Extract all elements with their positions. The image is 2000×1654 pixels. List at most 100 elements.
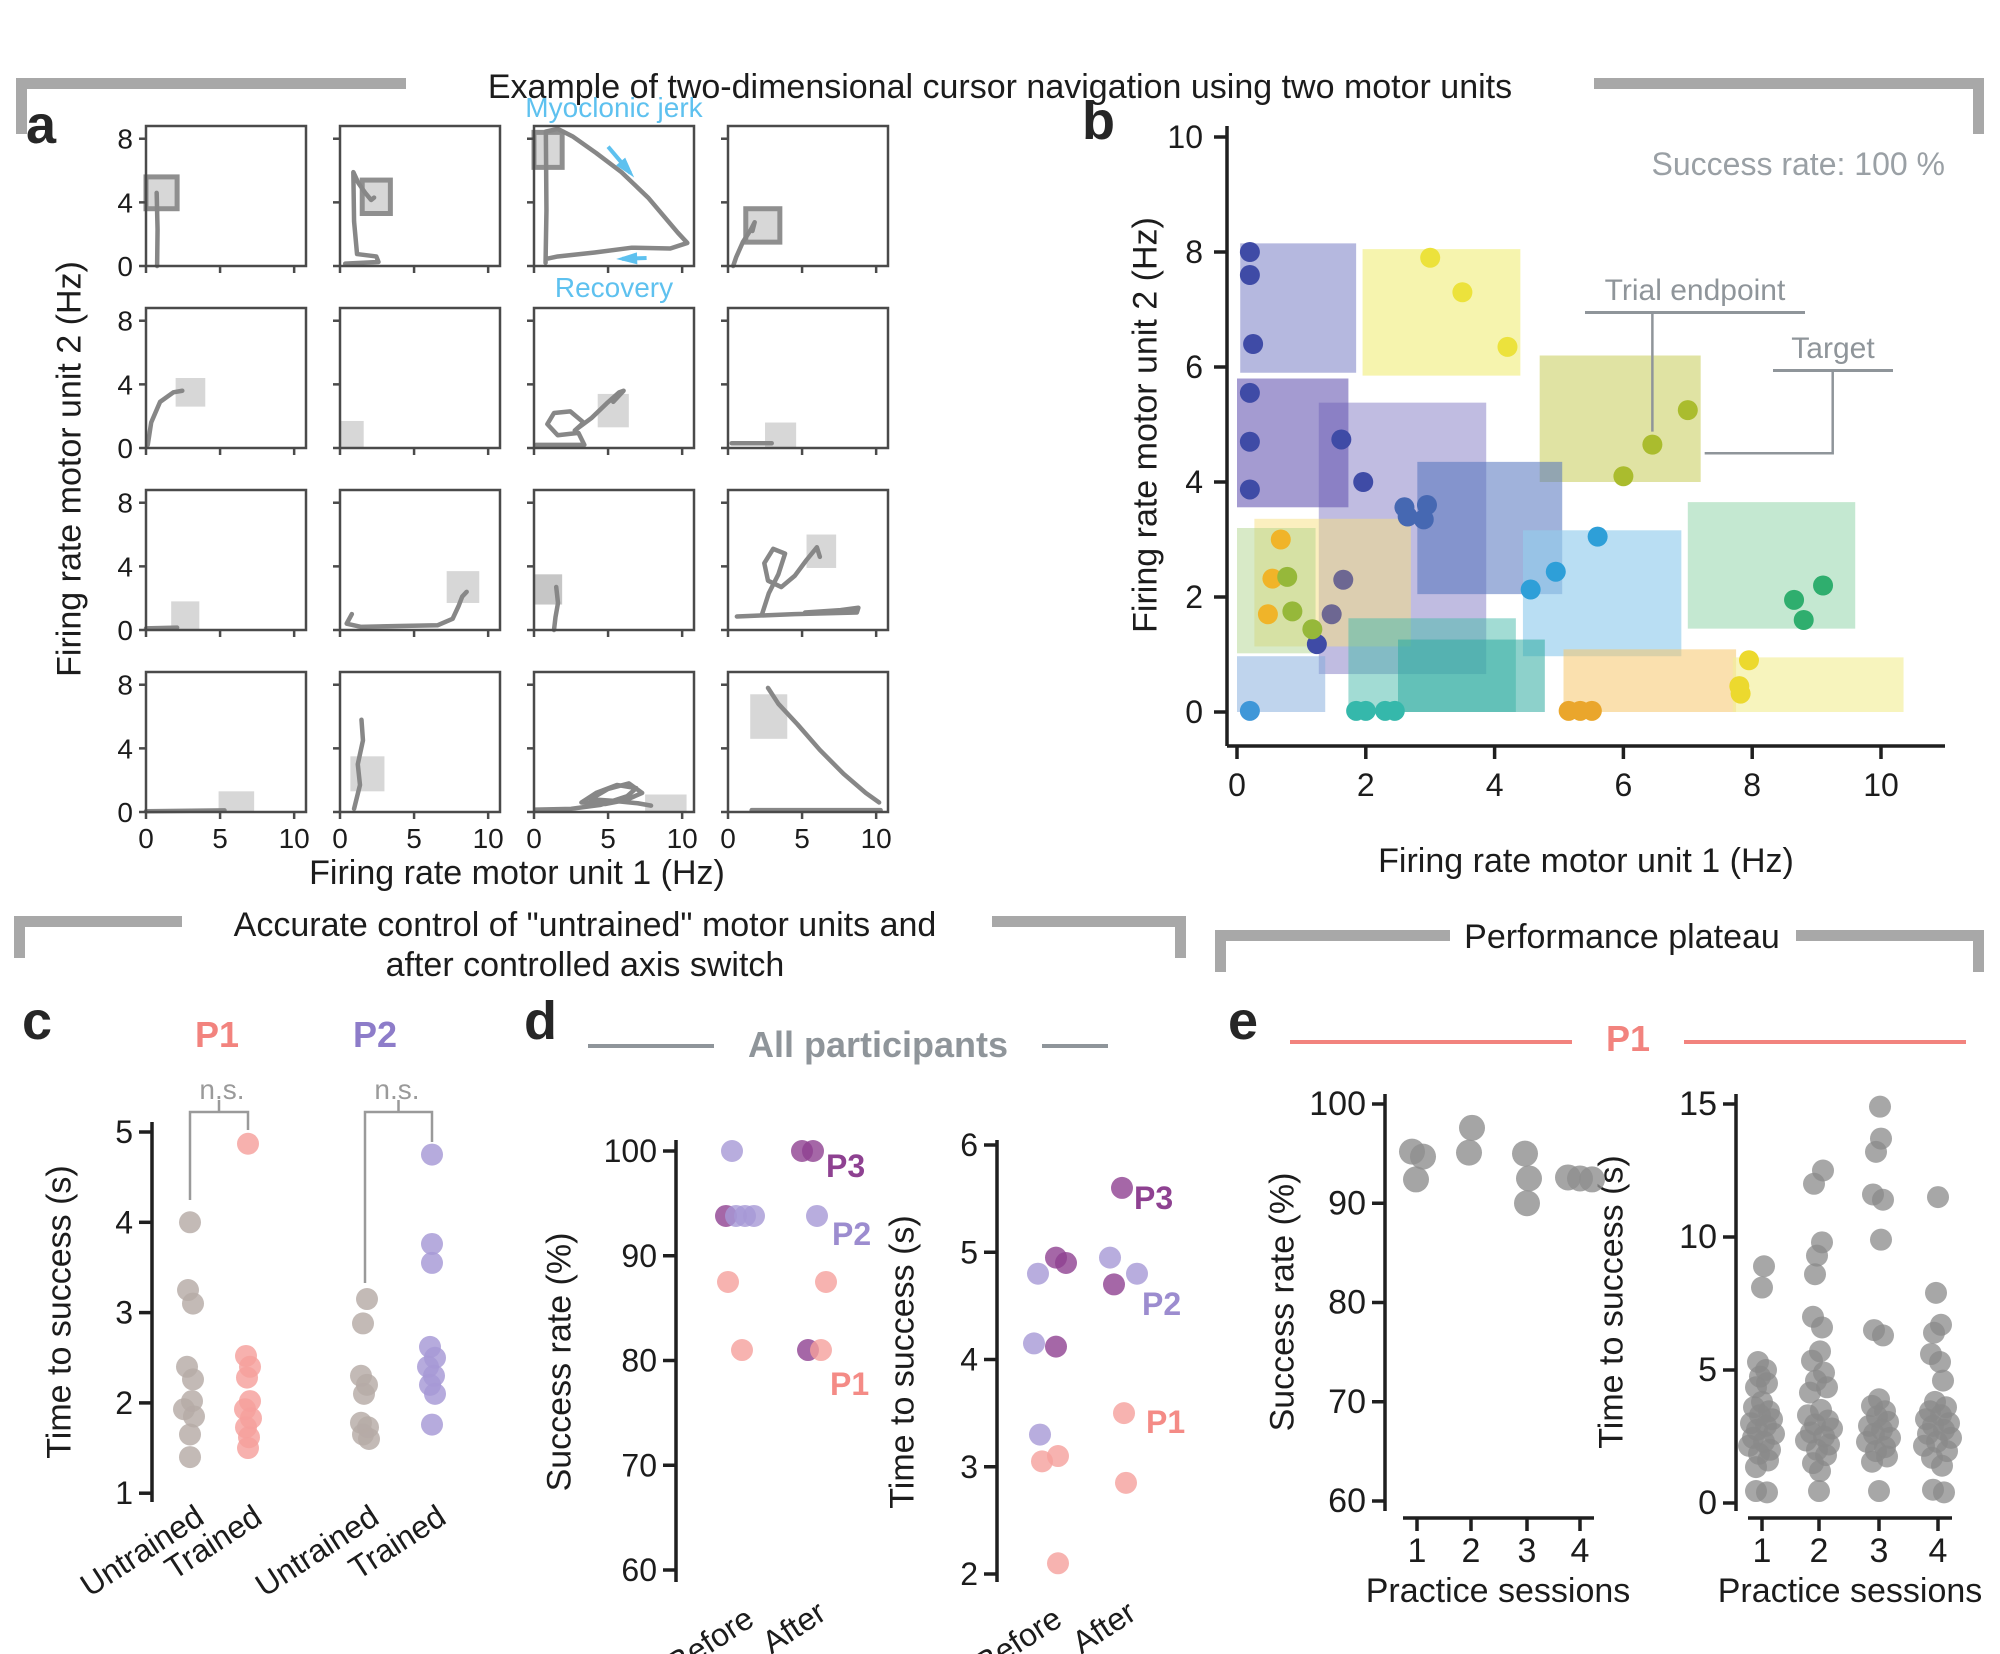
section1-title: Example of two-dimensional cursor naviga…	[487, 68, 1513, 106]
section2-title-line2: after controlled axis switch	[385, 946, 785, 984]
svg-text:70: 70	[621, 1447, 657, 1483]
panel-a-xaxis-title: Firing rate motor unit 1 (Hz)	[309, 854, 725, 892]
svg-text:5: 5	[406, 823, 422, 854]
svg-text:3: 3	[115, 1295, 133, 1331]
trajectory-subplot-r3c1: 0 4 8	[117, 488, 308, 646]
section3-bracket-bar-left	[1215, 930, 1450, 941]
trajectory-subplot-r3c3	[527, 488, 696, 637]
trajectory-subplot-r2c3	[527, 306, 696, 455]
ns-label-p2: n.s.	[374, 1074, 420, 1105]
trajectory-subplot-r2c4	[721, 306, 890, 455]
section2-bracket-stub-left	[14, 916, 25, 958]
svg-text:2: 2	[960, 1556, 978, 1592]
section1-bracket-bar-right	[1594, 78, 1984, 89]
svg-text:0: 0	[1228, 767, 1246, 803]
trajectory-subplot-r1c1: 0 4 8	[117, 124, 308, 282]
svg-text:5: 5	[794, 823, 810, 854]
panel-d-success-p1-label: P1	[830, 1366, 870, 1402]
svg-text:4: 4	[960, 1342, 978, 1378]
svg-text:90: 90	[621, 1238, 657, 1274]
section2-bracket-bar-left	[14, 916, 182, 927]
svg-text:4: 4	[1929, 1532, 1948, 1570]
svg-text:4: 4	[117, 551, 133, 582]
panel-d-title-line-left	[588, 1044, 714, 1048]
panel-d-success-p3-label: P3	[826, 1148, 866, 1184]
svg-text:4: 4	[117, 187, 133, 218]
svg-text:4: 4	[1486, 767, 1504, 803]
section1-bracket-stub-right	[1973, 78, 1984, 134]
svg-text:70: 70	[1328, 1383, 1366, 1421]
svg-text:After: After	[756, 1593, 833, 1654]
panel-c-label: c	[22, 991, 53, 1051]
svg-text:6: 6	[1185, 349, 1203, 385]
panel-d-time-p3-label: P3	[1134, 1180, 1174, 1216]
svg-text:10: 10	[667, 823, 698, 854]
svg-text:3: 3	[1870, 1532, 1889, 1570]
panel-e-time-plot: 15 10 5 01 2 3 4	[1679, 1085, 1962, 1570]
section2-bracket-bar-right	[992, 916, 1186, 927]
svg-text:80: 80	[621, 1343, 657, 1379]
svg-text:5: 5	[1698, 1351, 1717, 1389]
panel-e-title-line-left	[1290, 1040, 1572, 1044]
panel-b-xaxis-title: Firing rate motor unit 1 (Hz)	[1378, 842, 1794, 880]
svg-text:15: 15	[1679, 1085, 1717, 1123]
svg-text:6: 6	[1615, 767, 1633, 803]
svg-text:8: 8	[1185, 234, 1203, 270]
panel-a-plot: 0 4 8 0 4 8 0 4 8 0 5 10 0 4 8 0 5 10 0 5 10 0 5 10	[117, 124, 891, 854]
svg-text:10: 10	[279, 823, 310, 854]
svg-text:8: 8	[117, 670, 133, 701]
svg-text:Before: Before	[661, 1600, 760, 1654]
svg-text:0: 0	[1185, 694, 1203, 730]
trajectory-subplot-r4c2: 0 5 10	[332, 670, 504, 854]
svg-text:8: 8	[1743, 767, 1761, 803]
trajectory-subplot-r3c4	[721, 488, 890, 637]
panel-d-success-p2-label: P2	[832, 1216, 872, 1252]
recovery-annotation: Recovery	[554, 272, 674, 303]
panel-d-label: d	[524, 991, 557, 1051]
panel-e-left-xaxis-title: Practice sessions	[1365, 1572, 1631, 1610]
panel-e-title: P1	[1605, 1018, 1651, 1059]
svg-text:10: 10	[1679, 1218, 1717, 1256]
panel-d-time-p2-label: P2	[1142, 1286, 1182, 1322]
section1-bracket-stub-left	[16, 78, 27, 134]
svg-text:2: 2	[1810, 1532, 1829, 1570]
trial-endpoint-callout: Trial endpoint	[1585, 274, 1805, 314]
svg-text:10: 10	[861, 823, 892, 854]
section2-title-line1: Accurate control of "untrained" motor un…	[233, 906, 937, 944]
svg-text:4: 4	[1185, 464, 1203, 500]
svg-text:5: 5	[212, 823, 228, 854]
svg-text:5: 5	[960, 1234, 978, 1270]
svg-text:5: 5	[115, 1114, 133, 1150]
section3-bracket-bar-right	[1796, 930, 1984, 941]
svg-text:1: 1	[1408, 1532, 1427, 1570]
svg-text:2: 2	[115, 1385, 133, 1421]
svg-text:2: 2	[1462, 1532, 1481, 1570]
trajectory-subplot-r2c2	[333, 306, 502, 455]
svg-text:4: 4	[117, 369, 133, 400]
svg-text:5: 5	[600, 823, 616, 854]
svg-text:0: 0	[117, 251, 133, 282]
success-rate-note: Success rate: 100 %	[1651, 146, 1945, 182]
panel-a-label: a	[26, 95, 57, 155]
svg-text:100: 100	[604, 1133, 657, 1169]
svg-text:3: 3	[1518, 1532, 1537, 1570]
svg-text:60: 60	[621, 1552, 657, 1588]
svg-text:0: 0	[117, 433, 133, 464]
svg-text:10: 10	[473, 823, 504, 854]
trajectory-subplot-r4c3: 0 5 10	[526, 670, 698, 854]
trajectory-subplot-r1c4	[721, 124, 890, 273]
svg-text:Before: Before	[969, 1600, 1068, 1654]
trajectory-subplot-r3c2	[333, 488, 502, 637]
ns-label-p1: n.s.	[199, 1074, 245, 1105]
panel-e-right-xaxis-title: Practice sessions	[1717, 1572, 1983, 1610]
svg-text:8: 8	[117, 124, 133, 155]
svg-text:4: 4	[115, 1204, 133, 1240]
svg-text:8: 8	[117, 488, 133, 519]
svg-text:After: After	[1066, 1593, 1143, 1654]
section3-bracket-stub-right	[1973, 930, 1984, 972]
svg-text:0: 0	[720, 823, 736, 854]
